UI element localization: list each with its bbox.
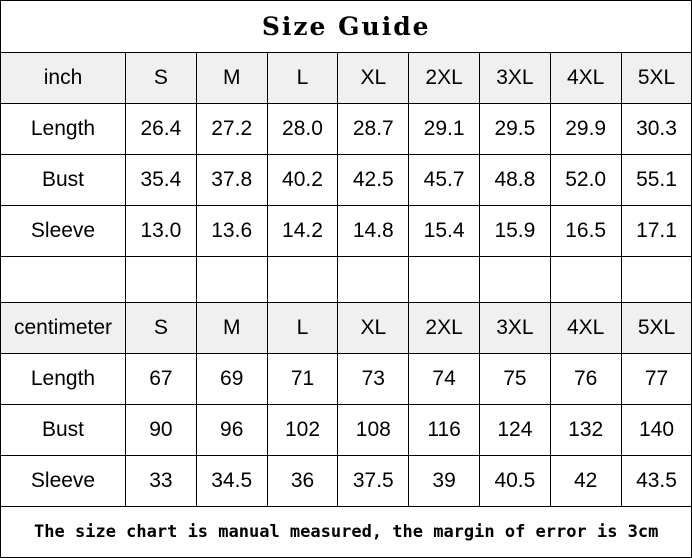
cell-inch-length-s: 26.4 xyxy=(125,103,197,155)
cell-cm-sleeve-5xl: 43.5 xyxy=(620,455,692,507)
measure-label-sleeve: Sleeve xyxy=(0,205,126,257)
cell-cm-bust-4xl: 132 xyxy=(549,404,622,456)
table-row: Sleeve 33 34.5 36 37.5 39 40.5 42 43.5 xyxy=(0,455,692,507)
cell-cm-length-m: 69 xyxy=(195,353,268,405)
cell-inch-sleeve-xl: 14.8 xyxy=(337,205,410,257)
size-header-m: M xyxy=(195,302,268,354)
cell-inch-bust-2xl: 45.7 xyxy=(408,154,480,206)
cell-inch-sleeve-l: 14.2 xyxy=(266,205,339,257)
size-header-2xl: 2XL xyxy=(408,52,480,104)
inch-header-row: inch S M L XL 2XL 3XL 4XL 5XL xyxy=(0,52,692,104)
size-header-4xl: 4XL xyxy=(549,52,622,104)
cell-cm-bust-2xl: 116 xyxy=(408,404,480,456)
measure-label-length: Length xyxy=(0,353,126,405)
measure-label-bust: Bust xyxy=(0,154,126,206)
cell-inch-length-4xl: 29.9 xyxy=(549,103,622,155)
spacer-row xyxy=(0,256,692,303)
spacer-cell xyxy=(337,256,410,303)
cell-inch-bust-m: 37.8 xyxy=(195,154,268,206)
cell-inch-bust-3xl: 48.8 xyxy=(478,154,551,206)
cell-inch-length-l: 28.0 xyxy=(266,103,339,155)
cell-inch-sleeve-2xl: 15.4 xyxy=(408,205,480,257)
cell-cm-sleeve-xl: 37.5 xyxy=(337,455,410,507)
cell-cm-bust-m: 96 xyxy=(195,404,268,456)
spacer-cell xyxy=(266,256,339,303)
cell-inch-sleeve-5xl: 17.1 xyxy=(620,205,692,257)
cell-cm-length-l: 71 xyxy=(266,353,339,405)
centimeter-header-row: centimeter S M L XL 2XL 3XL 4XL 5XL xyxy=(0,302,692,354)
size-header-5xl: 5XL xyxy=(620,302,692,354)
cell-cm-length-s: 67 xyxy=(125,353,197,405)
cell-cm-bust-s: 90 xyxy=(125,404,197,456)
measure-label-sleeve: Sleeve xyxy=(0,455,126,507)
table-row: Bust 35.4 37.8 40.2 42.5 45.7 48.8 52.0 … xyxy=(0,154,692,206)
cell-cm-sleeve-2xl: 39 xyxy=(408,455,480,507)
cell-inch-sleeve-s: 13.0 xyxy=(125,205,197,257)
spacer-cell xyxy=(0,256,126,303)
cell-inch-length-2xl: 29.1 xyxy=(408,103,480,155)
title-row: Size Guide xyxy=(0,0,692,53)
cell-cm-length-2xl: 74 xyxy=(408,353,480,405)
size-header-2xl: 2XL xyxy=(408,302,480,354)
spacer-cell xyxy=(408,256,480,303)
table-row: Bust 90 96 102 108 116 124 132 140 xyxy=(0,404,692,456)
size-header-4xl: 4XL xyxy=(549,302,622,354)
size-header-l: L xyxy=(266,52,339,104)
size-header-3xl: 3XL xyxy=(478,52,551,104)
cell-cm-bust-xl: 108 xyxy=(337,404,410,456)
size-header-s: S xyxy=(125,52,197,104)
size-header-xl: XL xyxy=(337,302,410,354)
cell-cm-bust-3xl: 124 xyxy=(478,404,551,456)
cell-inch-bust-5xl: 55.1 xyxy=(620,154,692,206)
table-row: Length 26.4 27.2 28.0 28.7 29.1 29.5 29.… xyxy=(0,103,692,155)
cell-inch-length-5xl: 30.3 xyxy=(620,103,692,155)
cell-inch-bust-4xl: 52.0 xyxy=(549,154,622,206)
cell-inch-sleeve-m: 13.6 xyxy=(195,205,268,257)
size-header-5xl: 5XL xyxy=(620,52,692,104)
cell-cm-bust-l: 102 xyxy=(266,404,339,456)
cell-cm-sleeve-4xl: 42 xyxy=(549,455,622,507)
size-header-xl: XL xyxy=(337,52,410,104)
spacer-cell xyxy=(125,256,197,303)
table-row: Length 67 69 71 73 74 75 76 77 xyxy=(0,353,692,405)
cell-inch-bust-xl: 42.5 xyxy=(337,154,410,206)
measure-label-length: Length xyxy=(0,103,126,155)
cell-inch-length-3xl: 29.5 xyxy=(478,103,551,155)
cell-inch-sleeve-3xl: 15.9 xyxy=(478,205,551,257)
cell-cm-bust-5xl: 140 xyxy=(620,404,692,456)
measure-label-bust: Bust xyxy=(0,404,126,456)
cell-inch-sleeve-4xl: 16.5 xyxy=(549,205,622,257)
cell-cm-length-3xl: 75 xyxy=(478,353,551,405)
cell-inch-length-xl: 28.7 xyxy=(337,103,410,155)
cell-inch-bust-s: 35.4 xyxy=(125,154,197,206)
spacer-cell xyxy=(195,256,268,303)
cell-cm-sleeve-l: 36 xyxy=(266,455,339,507)
table-row: Sleeve 13.0 13.6 14.2 14.8 15.4 15.9 16.… xyxy=(0,205,692,257)
footer-note: The size chart is manual measured, the m… xyxy=(0,506,692,558)
spacer-cell xyxy=(620,256,692,303)
cell-cm-length-4xl: 76 xyxy=(549,353,622,405)
footer-row: The size chart is manual measured, the m… xyxy=(0,506,692,558)
cell-cm-sleeve-s: 33 xyxy=(125,455,197,507)
spacer-cell xyxy=(478,256,551,303)
unit-label-inch: inch xyxy=(0,52,126,104)
page-title: Size Guide xyxy=(0,0,692,53)
spacer-cell xyxy=(549,256,622,303)
cell-cm-sleeve-3xl: 40.5 xyxy=(478,455,551,507)
size-header-3xl: 3XL xyxy=(478,302,551,354)
cell-cm-sleeve-m: 34.5 xyxy=(195,455,268,507)
size-header-s: S xyxy=(125,302,197,354)
size-header-m: M xyxy=(195,52,268,104)
unit-label-centimeter: centimeter xyxy=(0,302,126,354)
cell-cm-length-xl: 73 xyxy=(337,353,410,405)
cell-cm-length-5xl: 77 xyxy=(620,353,692,405)
cell-inch-bust-l: 40.2 xyxy=(266,154,339,206)
size-header-l: L xyxy=(266,302,339,354)
cell-inch-length-m: 27.2 xyxy=(195,103,268,155)
